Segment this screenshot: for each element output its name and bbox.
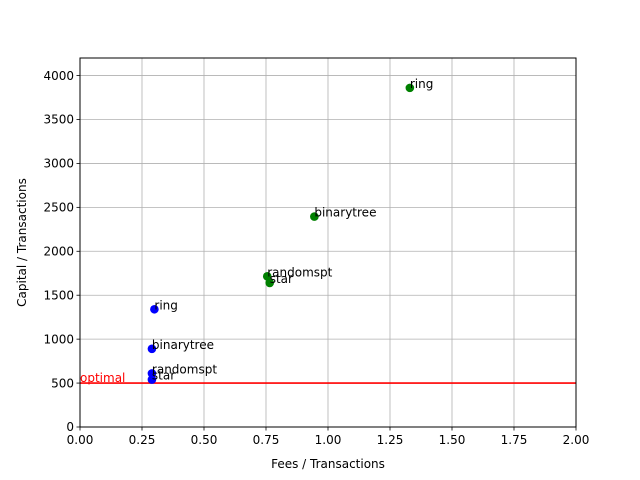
point-label-star: star (270, 272, 293, 286)
y-tick-label: 500 (51, 376, 74, 390)
point-label-binarytree: binarytree (314, 206, 376, 220)
x-tick-label: 1.25 (377, 433, 404, 447)
reference-line-group: optimal (80, 371, 576, 385)
data-points (147, 83, 415, 384)
x-tick-label: 2.00 (563, 433, 590, 447)
y-tick-label: 4000 (43, 69, 74, 83)
data-point-binarytree (310, 212, 319, 221)
point-labels: ringbinarytreerandomsptstarringbinarytre… (152, 77, 433, 383)
y-tick-label: 3000 (43, 157, 74, 171)
data-point-binarytree (147, 344, 157, 354)
y-tick-label: 2500 (43, 201, 74, 215)
data-point-star (147, 375, 157, 384)
x-tick-label: 0.00 (67, 433, 94, 447)
point-label-ring: ring (410, 77, 434, 91)
y-tick-label: 1000 (43, 332, 74, 346)
data-point-ring (405, 83, 415, 93)
point-label-randomspt: randomspt (267, 265, 332, 279)
x-tick-label: 0.25 (129, 433, 156, 447)
x-axis-ticks: 0.00 0.25 0.50 0.75 1.00 1.25 1.50 1.75 2.00 (67, 427, 590, 447)
x-tick-label: 1.50 (439, 433, 466, 447)
y-tick-label: 1500 (43, 288, 74, 302)
point-label-randomspt: randomspt (152, 362, 217, 376)
optimal-label: optimal (80, 371, 125, 385)
y-tick-label: 0 (66, 420, 74, 434)
x-axis-label: Fees / Transactions (271, 457, 385, 471)
point-label-star: star (152, 369, 175, 383)
data-point-randomspt (262, 272, 272, 281)
x-tick-label: 0.75 (253, 433, 280, 447)
y-axis-ticks: 0 500 1000 1500 2000 2500 3000 3500 4000 (43, 69, 80, 434)
data-point-ring (150, 304, 159, 314)
x-tick-label: 0.50 (191, 433, 218, 447)
y-tick-label: 2000 (43, 244, 74, 258)
data-point-star (265, 278, 275, 288)
x-tick-label: 1.00 (315, 433, 342, 447)
point-label-binarytree: binarytree (152, 338, 214, 352)
x-tick-label: 1.75 (501, 433, 528, 447)
y-tick-label: 3500 (43, 113, 74, 127)
point-label-ring: ring (154, 298, 178, 312)
y-axis-label: Capital / Transactions (15, 178, 29, 307)
data-point-randomspt (147, 369, 157, 378)
